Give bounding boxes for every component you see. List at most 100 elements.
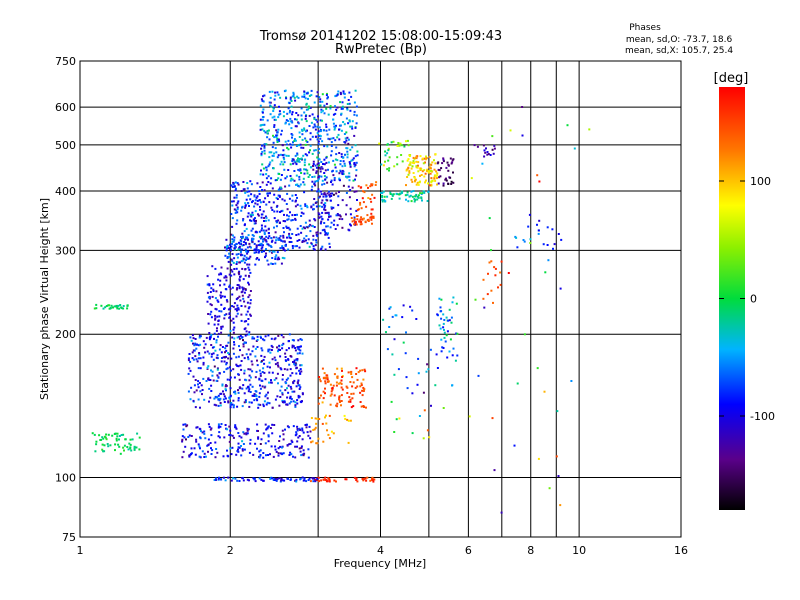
data-point — [274, 94, 277, 97]
data-point — [291, 346, 294, 349]
data-point — [255, 370, 258, 373]
data-point — [325, 123, 328, 126]
data-point — [227, 260, 230, 263]
data-point — [411, 161, 414, 164]
data-point — [269, 113, 272, 116]
data-point — [340, 394, 343, 397]
data-point — [387, 159, 390, 162]
data-point — [297, 436, 300, 439]
data-point — [430, 177, 433, 180]
data-point — [298, 239, 301, 241]
data-point — [263, 152, 266, 155]
data-point — [223, 295, 226, 298]
data-point — [261, 111, 264, 114]
data-point — [228, 285, 231, 288]
data-point — [332, 206, 335, 209]
data-point — [103, 435, 106, 438]
data-point — [410, 200, 413, 203]
data-point — [241, 254, 244, 257]
data-point — [409, 161, 412, 164]
data-point — [413, 162, 416, 165]
data-point — [118, 438, 120, 441]
data-point — [317, 130, 320, 133]
data-point — [238, 446, 241, 449]
data-point — [234, 392, 237, 395]
data-point — [418, 415, 421, 417]
data-point — [278, 173, 281, 175]
data-point — [365, 184, 368, 187]
data-point — [254, 217, 256, 220]
data-point — [327, 218, 330, 221]
data-point — [296, 428, 299, 430]
data-point — [270, 105, 273, 108]
data-point — [277, 154, 280, 157]
data-point — [305, 239, 307, 242]
data-point — [191, 351, 194, 354]
data-point — [198, 352, 201, 354]
data-point — [336, 106, 339, 109]
data-point — [353, 110, 356, 113]
data-point — [296, 183, 299, 186]
data-point — [295, 372, 298, 375]
data-point — [226, 300, 229, 303]
data-point — [268, 348, 271, 351]
data-point — [373, 196, 376, 199]
data-point — [359, 218, 362, 221]
data-point — [290, 387, 293, 390]
data-point — [122, 307, 125, 310]
data-point — [232, 328, 235, 331]
data-point — [309, 166, 312, 169]
data-point — [320, 193, 323, 196]
data-point — [272, 141, 275, 144]
data-point — [263, 400, 266, 403]
data-point — [441, 162, 444, 165]
data-point — [434, 153, 437, 156]
data-point — [436, 162, 439, 165]
data-point — [233, 273, 236, 276]
data-point — [191, 357, 194, 360]
data-point — [279, 153, 282, 156]
data-point — [251, 234, 254, 236]
data-point — [588, 128, 591, 131]
data-point — [345, 131, 348, 134]
data-point — [244, 334, 247, 337]
data-point — [199, 367, 202, 370]
data-point — [483, 155, 486, 158]
data-point — [294, 245, 297, 248]
data-point — [324, 387, 326, 390]
data-point — [247, 368, 250, 371]
data-point — [333, 128, 336, 131]
data-point — [300, 231, 303, 234]
data-point — [318, 418, 321, 420]
data-point — [238, 295, 241, 298]
data-point — [237, 399, 240, 402]
data-point — [128, 442, 131, 445]
data-point — [364, 370, 367, 373]
data-point — [436, 183, 438, 186]
data-point — [284, 140, 287, 143]
data-point — [274, 118, 277, 121]
data-point — [408, 195, 411, 198]
data-point — [383, 195, 386, 198]
data-point — [95, 443, 98, 446]
data-point — [345, 139, 348, 142]
data-point — [296, 213, 298, 216]
data-point — [552, 247, 554, 250]
data-point — [303, 191, 306, 194]
data-point — [341, 101, 344, 104]
data-point — [227, 400, 230, 403]
data-point — [204, 455, 207, 458]
data-point — [221, 384, 224, 387]
data-point — [386, 348, 389, 351]
data-point — [311, 225, 314, 228]
data-point — [346, 153, 349, 156]
data-point — [259, 335, 262, 338]
data-point — [273, 217, 276, 220]
data-point — [235, 363, 238, 366]
data-point — [367, 219, 370, 222]
data-point — [244, 305, 247, 308]
data-point — [338, 128, 340, 131]
data-point — [206, 283, 209, 286]
data-point — [341, 165, 344, 168]
data-point — [292, 345, 295, 348]
